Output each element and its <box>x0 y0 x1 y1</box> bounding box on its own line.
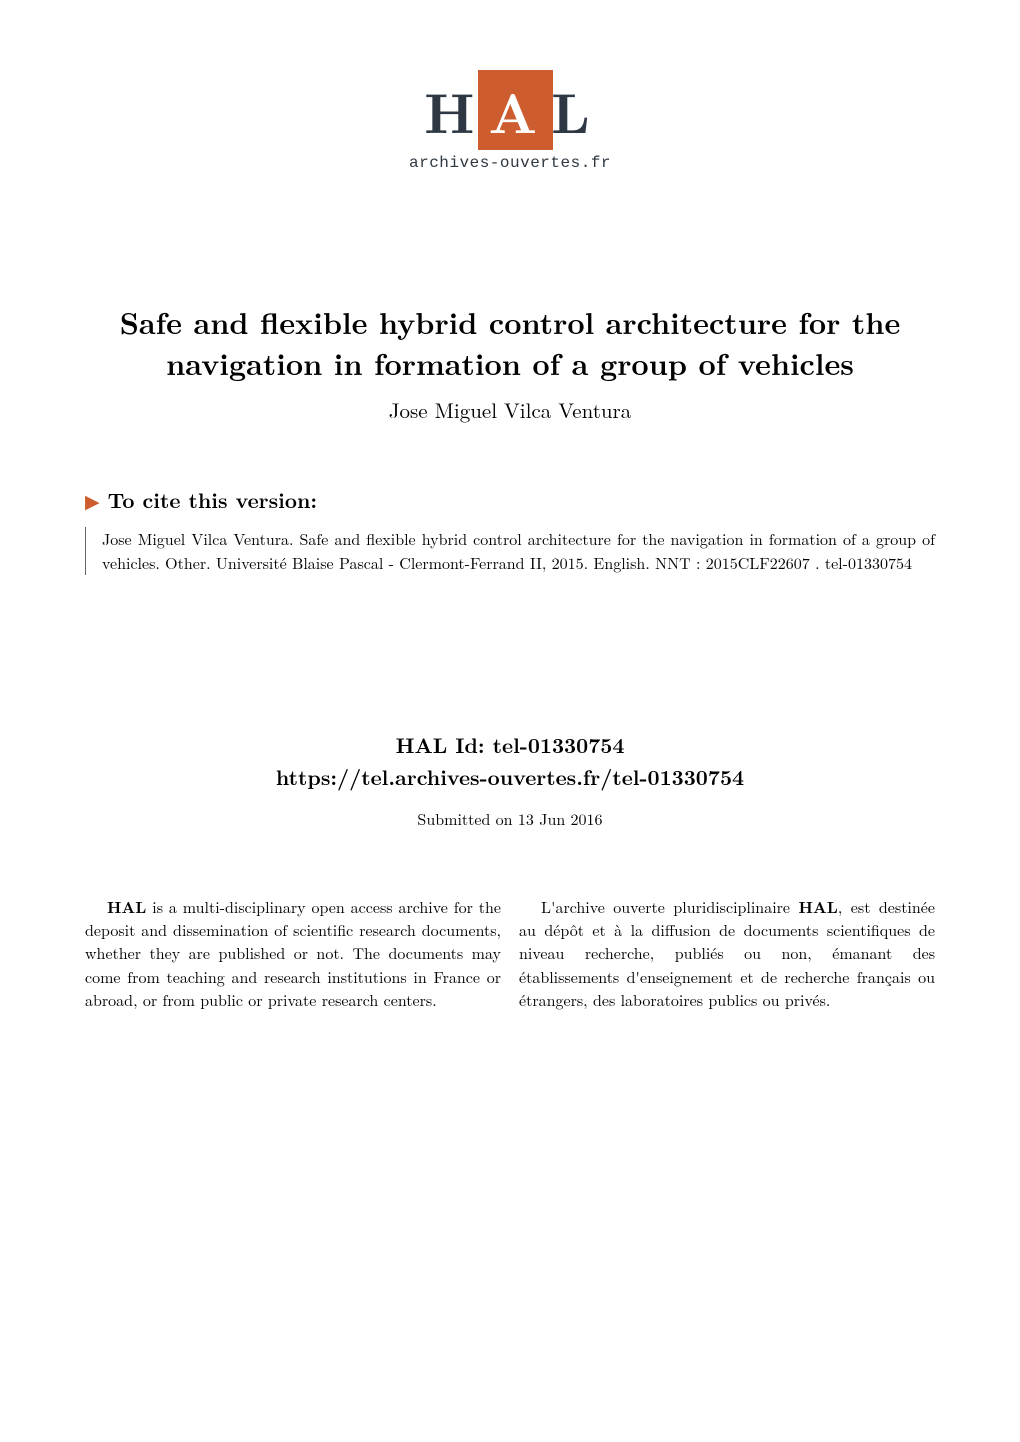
hal-id-section: HAL Id: tel-01330754 https://tel.archive… <box>85 730 935 830</box>
page-container: HAL archives-ouvertes.fr Safe and flexib… <box>0 0 1020 1071</box>
description-left: HAL is a multi-disciplinary open access … <box>85 895 501 1011</box>
hal-tagline: archives-ouvertes.fr <box>405 154 615 172</box>
hal-tagline-bar: archives-ouvertes.fr <box>405 154 615 172</box>
desc-right-bold: HAL <box>799 895 838 918</box>
cite-section: ▶ To cite this version: Jose Miguel Vilc… <box>85 485 935 575</box>
desc-right-start: L'archive ouverte pluridisciplinaire <box>541 895 799 918</box>
hal-url: https://tel.archives-ouvertes.fr/tel-013… <box>85 762 935 794</box>
hal-logo: HAL archives-ouvertes.fr <box>405 70 615 172</box>
description-right: L'archive ouverte pluridisciplinaire HAL… <box>519 895 935 1011</box>
logo-letter-l: L <box>551 70 596 150</box>
logo-letter-h: H <box>424 70 480 150</box>
paper-title-line2: navigation in formation of a group of ve… <box>85 343 935 384</box>
cite-arrow-icon: ▶ <box>85 487 100 514</box>
cite-title: To cite this version: <box>108 485 317 515</box>
description-section: HAL is a multi-disciplinary open access … <box>85 895 935 1011</box>
title-section: Safe and flexible hybrid control archite… <box>85 302 935 425</box>
hal-id: HAL Id: tel-01330754 <box>85 730 935 762</box>
hal-logo-text: HAL <box>405 70 615 150</box>
hal-logo-section: HAL archives-ouvertes.fr <box>85 70 935 172</box>
desc-left-text: is a multi-disciplinary open access arch… <box>85 895 501 1011</box>
desc-left-bold: HAL <box>107 895 146 918</box>
submitted-date: Submitted on 13 Jun 2016 <box>85 807 935 830</box>
cite-header: ▶ To cite this version: <box>85 485 935 515</box>
logo-letter-a: A <box>478 70 553 150</box>
paper-author: Jose Miguel Vilca Ventura <box>85 395 935 425</box>
cite-body: Jose Miguel Vilca Ventura. Safe and flex… <box>85 527 935 575</box>
paper-title-line1: Safe and flexible hybrid control archite… <box>85 302 935 343</box>
